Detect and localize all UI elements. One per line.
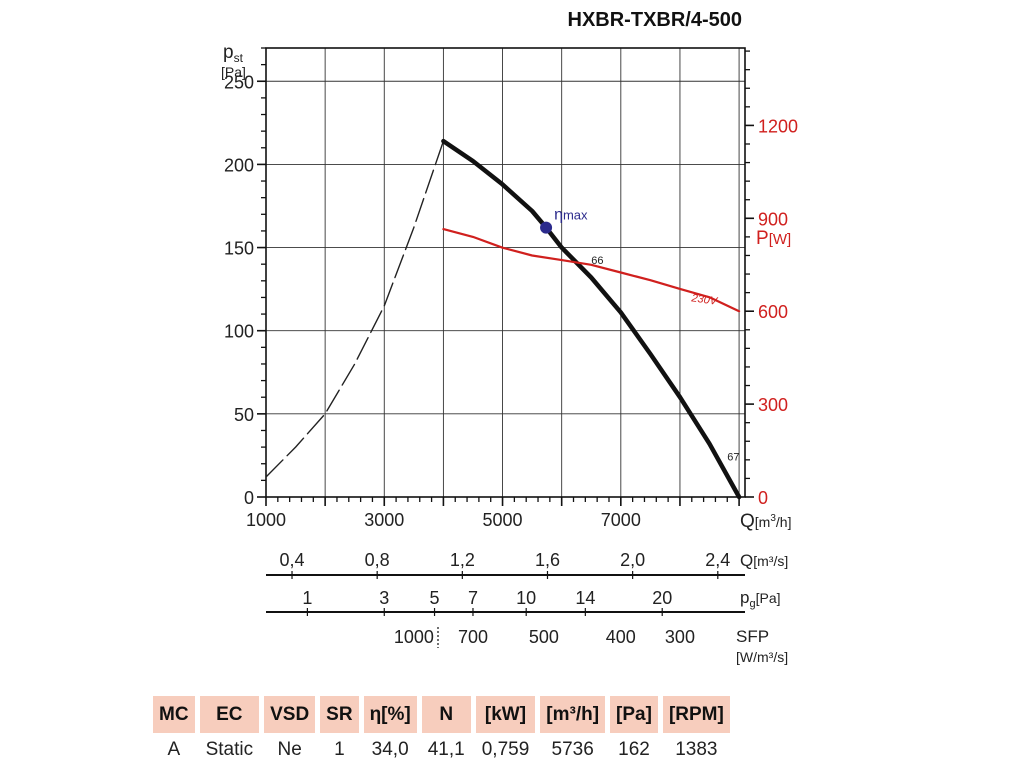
y-tick-label: 200	[224, 155, 254, 175]
scale-tick-label: 5	[430, 588, 440, 608]
y2-tick-label: 600	[758, 302, 788, 322]
y2-tick-label: 300	[758, 395, 788, 415]
spec-header-cell: VSD	[264, 696, 316, 733]
x-axis-title: Q[m3/h]	[740, 511, 791, 532]
scale-unit: Q[m³/s]	[740, 551, 788, 570]
spec-value-cell: Ne	[277, 739, 302, 760]
spec-header-cell: [RPM]	[662, 696, 730, 733]
scale-tick-label: 2,0	[620, 550, 645, 570]
spec-value-cell: 41,1	[427, 739, 465, 760]
scale-tick-label: 300	[665, 627, 695, 647]
spec-header-cell: [kW]	[475, 696, 536, 733]
series-line-2	[442, 228, 741, 313]
spec-value-cell: 5736	[551, 739, 594, 760]
y-axis-unit: [Pa]	[221, 64, 246, 80]
scale-tick-label: 400	[606, 627, 636, 647]
eta-max-label: ηmax	[554, 207, 588, 224]
y2-tick-label: 1200	[758, 116, 798, 136]
spec-value-cell: A	[167, 739, 181, 760]
series-line-1	[441, 138, 742, 500]
y-tick-label: 100	[224, 322, 254, 342]
scale-tick-label: 10	[516, 588, 536, 608]
eta-max-point	[540, 221, 553, 234]
scale-tick-label: 500	[529, 627, 559, 647]
scale-tick-label: 1000	[394, 627, 434, 647]
y2-tick-label: 900	[758, 209, 788, 229]
spec-header-cell: [m³/h]	[540, 696, 606, 733]
y-tick-label: 0	[244, 488, 254, 508]
curve-label: 67	[727, 451, 739, 463]
series-line-0	[265, 140, 445, 478]
scale-tick-label: 0,8	[365, 550, 390, 570]
chart-title: HXBR-TXBR/4-500	[568, 9, 742, 31]
spec-table: MC EC VSD SR η[%] N [kW] [m³/h] [Pa] [RPM] A Stati…	[148, 696, 735, 765]
scale-tick-label: 20	[652, 588, 672, 608]
spec-value-cell: Static	[205, 739, 254, 760]
scale-tick-label: 1,2	[450, 550, 475, 570]
axis-layer: 0 50 100 150 200 250 0 300 600 900 1200 1000 3000 500…	[224, 47, 798, 530]
plot-grid	[266, 48, 745, 497]
x-tick-label: 7000	[601, 510, 641, 530]
curve-label: 66	[591, 255, 603, 267]
scale-unit-detail: [W/m³/s]	[736, 649, 788, 665]
plot-frame	[265, 47, 746, 498]
scale-unit: SFP	[736, 627, 769, 646]
spec-header-cell: SR	[320, 696, 359, 733]
y-tick-label: 250	[224, 72, 254, 92]
spec-header-cell: η[%]	[363, 696, 417, 733]
spec-header-cell: EC	[199, 696, 260, 733]
y-tick-label: 50	[234, 405, 254, 425]
scale-tick-label: 700	[458, 627, 488, 647]
scale-tick-label: 0,4	[280, 550, 305, 570]
scale-tick-label: 1,6	[535, 550, 560, 570]
scale-tick-label: 2,4	[705, 550, 730, 570]
scale-tick-label: 1	[302, 588, 312, 608]
spec-value-cell: 0,759	[481, 739, 530, 760]
marker-layer: ηmax	[540, 207, 588, 234]
spec-header-cell: N	[421, 696, 471, 733]
x-tick-label: 1000	[246, 510, 286, 530]
spec-header-cell: [Pa]	[610, 696, 658, 733]
scale-unit: pg[Pa]	[740, 588, 781, 610]
spec-value-cell: 162	[618, 739, 650, 760]
scale-tick-label: 14	[575, 588, 595, 608]
spec-header-row: MC EC VSD SR η[%] N [kW] [m³/h] [Pa] [RPM]	[153, 696, 730, 733]
scale-tick-label: 7	[468, 588, 478, 608]
x-tick-label: 3000	[364, 510, 404, 530]
spec-value-cell: 34,0	[371, 739, 409, 760]
spec-value-row: A Static Ne 1 34,0 41,1 0,759 5736 162 1383	[153, 733, 730, 765]
x-tick-label: 5000	[483, 510, 523, 530]
y-axis-title: pst	[223, 42, 244, 65]
y2-tick-label: 0	[758, 488, 768, 508]
series-name-label: 230V	[690, 292, 720, 308]
scale-tick-label: 3	[379, 588, 389, 608]
plot-border	[265, 47, 746, 498]
y-tick-label: 150	[224, 239, 254, 259]
spec-value-cell: 1	[334, 739, 345, 760]
spec-value-cell: 1383	[675, 739, 718, 760]
series-layer: 66 67 230V	[265, 138, 742, 500]
y2-axis-title: P[W]	[756, 228, 791, 249]
spec-header-cell: MC	[153, 696, 195, 733]
secondary-scales: 0,4 0,8 1,2 1,6 2,0 2,4 Q[m³/s] 1 3 5 7 10 14 20 pg[Pa…	[266, 550, 788, 665]
